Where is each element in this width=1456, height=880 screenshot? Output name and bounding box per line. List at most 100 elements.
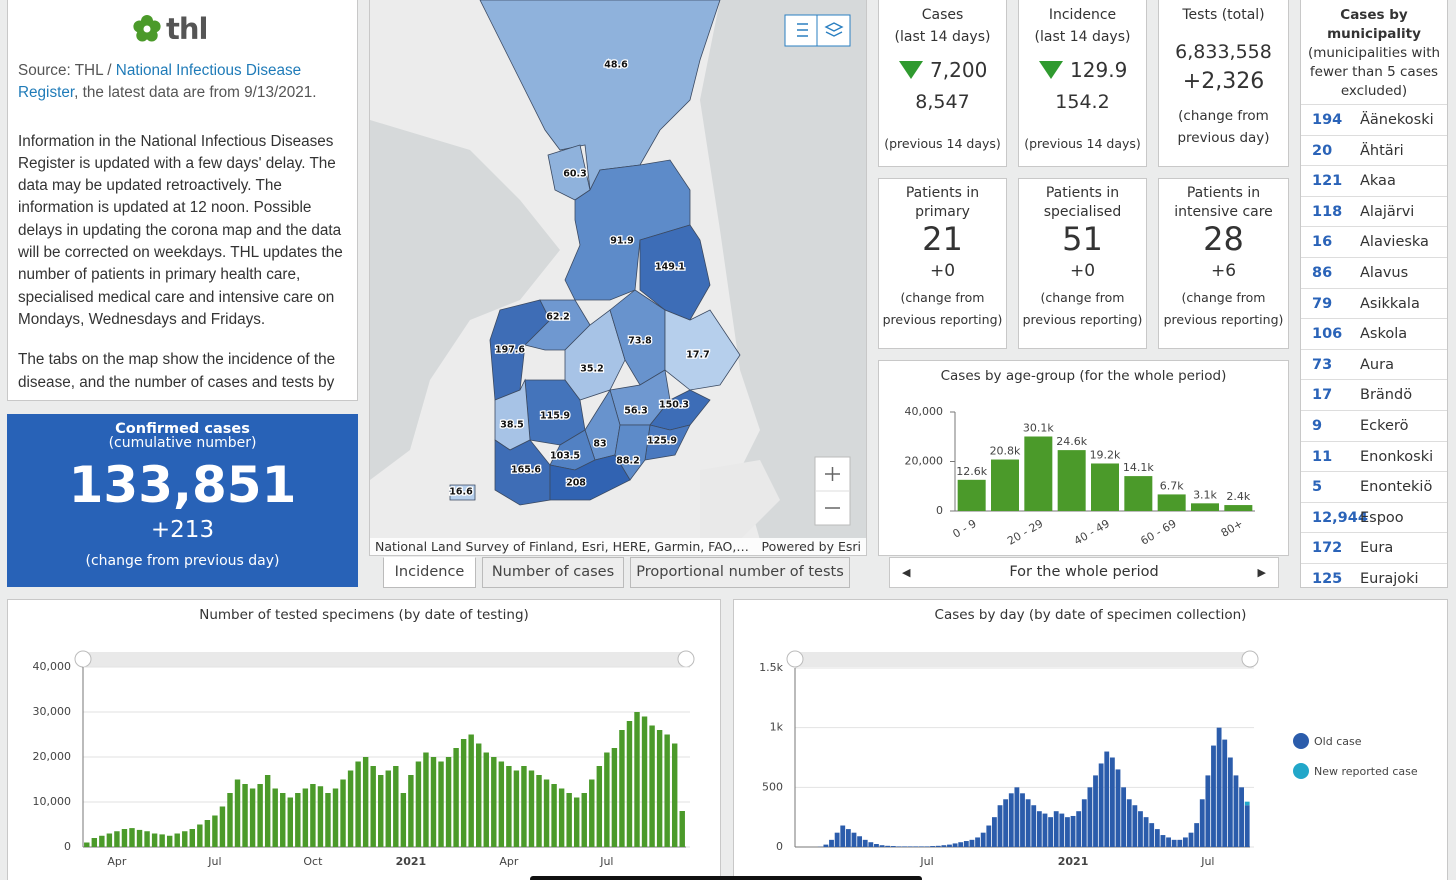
region-label: 149.1: [655, 262, 685, 273]
powered-by: Powered by Esri: [761, 539, 861, 554]
kpi-title: Tests (total): [1182, 7, 1265, 23]
source-suffix: , the latest data are from 9/13/2021.: [74, 84, 317, 102]
water: [700, 460, 780, 540]
list-row: 125 Eurajoki: [1301, 563, 1447, 587]
logo-icon: [133, 15, 161, 42]
row-count: 118: [1312, 203, 1343, 220]
row-name: Äänekoski: [1360, 112, 1434, 128]
kpi-card: Patients in primary health care 21 +0 (c…: [878, 178, 1007, 349]
region-label: 125.9: [647, 436, 677, 447]
list-row: 172 Eura: [1301, 532, 1447, 562]
row-name: Espoo: [1360, 509, 1404, 526]
kpi-change: +6: [1210, 261, 1237, 281]
kpi-note: (change from previous reporting): [882, 290, 1003, 327]
kpi-card: Tests (total) 6,833,558 +2,326 (change f…: [1158, 0, 1289, 167]
list-row: 106 Askola: [1301, 318, 1447, 348]
kpi-title: Patients in specialised medical care: [1043, 185, 1122, 220]
age-chart-panel: Cases by age-group (for the whole period…: [878, 360, 1289, 556]
list-row: 73 Aura: [1301, 348, 1447, 379]
kpi-subtitle: (last 14 days): [1034, 29, 1131, 45]
trend-down: [898, 61, 923, 79]
logo: thl: [132, 14, 208, 44]
kpi-note: (change from previous reporting): [1022, 290, 1143, 327]
list-row: 86 Alavus: [1301, 257, 1447, 287]
kpi-value-row: 7,200: [879, 55, 1006, 85]
map-canvas: 48.6 60.3 91.9 149.1 62.2 197.6 73.8 17.7 35.2 15…: [370, 0, 866, 540]
card-title: Confirmed cases: [115, 421, 250, 437]
list-row: 20 Ähtäri: [1301, 134, 1447, 165]
row-count: 73: [1312, 356, 1333, 373]
region-label: 56.3: [624, 406, 647, 417]
info-text: Information in the National Infectious D…: [18, 132, 343, 328]
chart-title: Cases by day (by date of specimen collec…: [934, 607, 1247, 623]
zoom-control[interactable]: [814, 456, 851, 526]
kpi-value: 129.9: [1070, 58, 1128, 82]
source-prefix: Source: THL /: [18, 62, 116, 79]
kpi-subtitle: (last 14 days): [894, 29, 991, 45]
region-label: 38.5: [500, 420, 523, 431]
tab[interactable]: Number of cases: [482, 557, 624, 588]
list-row: 9 Eckerö: [1301, 410, 1447, 440]
row-name: Asikkala: [1360, 295, 1420, 312]
row-name: Aura: [1360, 356, 1394, 373]
pager[interactable]: ◀ For the whole period ▶: [889, 557, 1279, 588]
chart-title: Number of tested specimens (by date of t…: [199, 607, 529, 623]
home-indicator: [530, 876, 922, 880]
row-name: Brändö: [1360, 387, 1413, 404]
tab[interactable]: Proportional number of tests: [630, 557, 850, 588]
kpi-value: 28: [1203, 220, 1244, 258]
row-count: 125: [1312, 571, 1343, 587]
pager-prev[interactable]: ◀: [902, 566, 911, 579]
region-labels: 48.6 60.3 91.9 149.1 62.2 197.6 73.8 17.7 35.2 15…: [448, 58, 711, 499]
card-change: +213: [150, 517, 215, 543]
row-name: Eckerö: [1360, 418, 1409, 434]
row-name: Enonkoski: [1360, 448, 1434, 465]
municipality-list: Cases by municipality (municipalities wi…: [1300, 0, 1448, 588]
kpi-card: Patients in intensive care 28 +6 (change…: [1158, 178, 1289, 349]
kpi-title: Cases: [921, 7, 964, 23]
region-label: 16.6: [449, 487, 473, 498]
cases-chart-panel: Cases by day (by date of specimen collec…: [733, 599, 1448, 880]
chart-title: Cases by age-group (for the whole period…: [940, 368, 1227, 384]
tab[interactable]: Incidence: [383, 557, 476, 588]
pager-next[interactable]: ▶: [1257, 566, 1266, 579]
row-count: 9: [1312, 418, 1323, 434]
row-count: 5: [1312, 479, 1323, 496]
region-label: 115.9: [540, 411, 570, 422]
list-header: Cases by municipality (municipalities wi…: [1301, 6, 1447, 101]
region-label: 35.2: [580, 364, 603, 375]
land: [700, 0, 866, 540]
map[interactable]: 48.6 60.3 91.9 149.1 62.2 197.6 73.8 17.7 35.2 15…: [369, 0, 867, 556]
kpi-card: Cases (last 14 days) 7,200 8,547 (previo…: [878, 0, 1007, 167]
kpi-change: +2,326: [1182, 69, 1265, 94]
pager-label: For the whole period: [1009, 564, 1159, 580]
source-link[interactable]: National Infectious Disease Register: [18, 62, 302, 102]
attribution-text: National Land Survey of Finland, Esri, H…: [375, 539, 749, 554]
region-label: 73.8: [628, 336, 652, 347]
list-row: 79 Asikkala: [1301, 287, 1447, 318]
card-subtitle: (cumulative number): [108, 435, 257, 451]
list-row: 194 Äänekoski: [1301, 104, 1447, 134]
regions: [449, 0, 741, 506]
list-title: Cases by municipality: [1327, 7, 1421, 42]
region-label: 60.3: [563, 169, 586, 180]
kpi-note: (previous 14 days): [1024, 136, 1141, 151]
list-row: 121 Akaa: [1301, 165, 1447, 195]
region-label: 48.6: [604, 60, 628, 71]
land: [370, 120, 560, 480]
row-name: Eurajoki: [1360, 571, 1419, 587]
region-label: 197.6: [495, 345, 525, 356]
region-label: 103.5: [550, 451, 580, 462]
kpi-card: Incidence (last 14 days) 129.9 154.2 (pr…: [1018, 0, 1147, 167]
map-tools[interactable]: [784, 14, 851, 47]
region-label: 62.2: [546, 312, 569, 323]
kpi-card: Patients in specialised medical care 51 …: [1018, 178, 1147, 349]
list-row: 12,944 Espoo: [1301, 501, 1447, 532]
region-label: 165.6: [511, 465, 541, 476]
region-label: 88.2: [616, 456, 639, 467]
attribution: National Land Survey of Finland, Esri, H…: [370, 538, 866, 555]
kpi-change: +0: [1069, 261, 1096, 281]
confirmed-card: Confirmed cases (cumulative number) 133,…: [7, 414, 358, 587]
row-count: 106: [1312, 326, 1343, 343]
